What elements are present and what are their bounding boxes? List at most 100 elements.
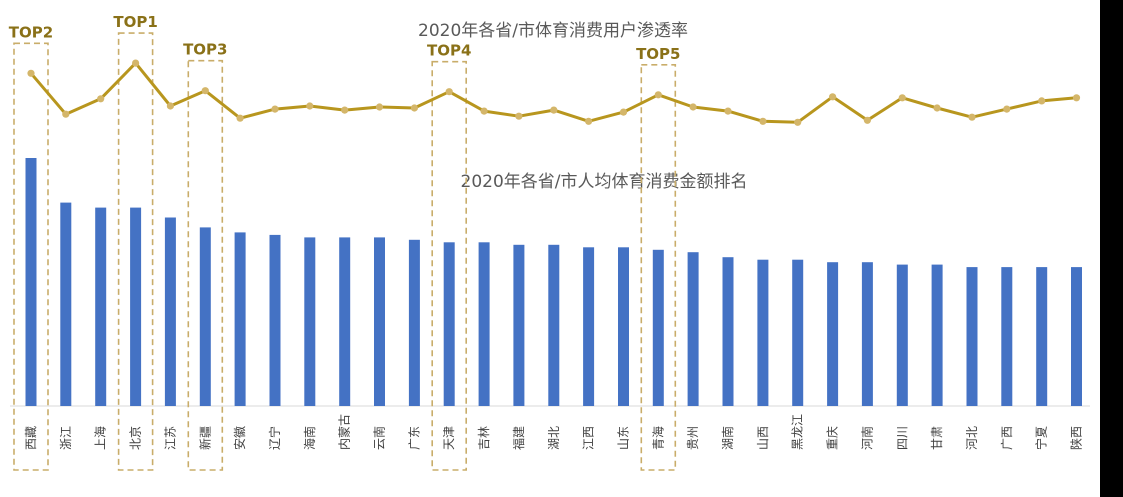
category-label: 四川 bbox=[895, 426, 909, 450]
bar-安徽 bbox=[234, 232, 246, 406]
bar-云南 bbox=[374, 237, 385, 406]
line-point-重庆 bbox=[829, 93, 837, 101]
line-point-云南 bbox=[375, 103, 384, 111]
category-label: 吉林 bbox=[477, 426, 491, 450]
highlight-box-top4 bbox=[431, 60, 468, 471]
category-label: 湖南 bbox=[720, 426, 735, 450]
category-label: 新疆 bbox=[197, 426, 212, 450]
line-point-北京 bbox=[132, 59, 140, 67]
bar-上海 bbox=[95, 207, 107, 406]
line-point-内蒙古 bbox=[341, 106, 349, 114]
line-point-海南 bbox=[306, 102, 314, 110]
line-point-天津 bbox=[445, 88, 453, 96]
line-point-湖北 bbox=[550, 106, 558, 114]
category-label: 宁夏 bbox=[1034, 426, 1049, 450]
highlight-boxes bbox=[13, 32, 677, 471]
line-chart-title: 2020年各省/市体育消费用户渗透率 bbox=[418, 21, 688, 41]
bar-重庆 bbox=[827, 262, 839, 406]
line-point-江苏 bbox=[166, 102, 174, 110]
line-point-甘肃 bbox=[933, 104, 941, 112]
category-label: 青海 bbox=[650, 426, 665, 450]
category-label: 广东 bbox=[407, 426, 421, 450]
line-point-青海 bbox=[654, 91, 662, 99]
category-label: 云南 bbox=[372, 426, 387, 450]
bar-海南 bbox=[304, 237, 316, 406]
top-label-top3: TOP3 bbox=[183, 41, 227, 59]
bar-福建 bbox=[513, 244, 525, 406]
category-label: 湖北 bbox=[546, 426, 561, 450]
line-point-广西 bbox=[1003, 105, 1011, 113]
highlight-box-top3 bbox=[187, 59, 224, 471]
line-point-江西 bbox=[585, 117, 593, 125]
bar-chart-title: 2020年各省/市人均体育消费金额排名 bbox=[461, 172, 748, 192]
top-label-top2: TOP2 bbox=[9, 23, 53, 41]
category-label: 西藏 bbox=[24, 426, 38, 450]
line-point-山西 bbox=[759, 117, 767, 125]
category-label: 浙江 bbox=[59, 426, 73, 450]
highlight-box-top5 bbox=[640, 64, 677, 471]
highlight-box-top1 bbox=[117, 32, 154, 471]
bar-西藏 bbox=[25, 158, 37, 406]
line-point-河南 bbox=[863, 116, 872, 124]
line-point-新疆 bbox=[201, 87, 209, 95]
bar-河北 bbox=[966, 267, 978, 406]
bar-江苏 bbox=[164, 217, 176, 406]
category-label: 辽宁 bbox=[267, 426, 282, 450]
bar-甘肃 bbox=[931, 264, 943, 406]
bar-四川 bbox=[896, 264, 908, 406]
category-label: 甘肃 bbox=[930, 426, 944, 450]
top-label-top1: TOP1 bbox=[113, 13, 157, 31]
top-label-top5: TOP5 bbox=[636, 45, 680, 63]
line-point-安徽 bbox=[236, 114, 244, 122]
bar-广东 bbox=[408, 239, 420, 406]
line-point-吉林 bbox=[480, 107, 488, 115]
line-point-湖南 bbox=[724, 107, 732, 115]
line-point-山东 bbox=[619, 108, 628, 116]
bar-青海 bbox=[652, 249, 664, 406]
line-point-广东 bbox=[410, 104, 418, 112]
category-label: 陕西 bbox=[1069, 426, 1084, 450]
category-label: 海南 bbox=[302, 426, 317, 450]
bar-series bbox=[25, 158, 1082, 406]
category-label: 内蒙古 bbox=[337, 414, 352, 450]
bar-陕西 bbox=[1071, 267, 1082, 406]
category-label: 福建 bbox=[511, 426, 526, 450]
category-label: 山东 bbox=[617, 426, 631, 450]
bar-广西 bbox=[1001, 267, 1013, 406]
category-label: 山西 bbox=[756, 426, 770, 450]
bar-新疆 bbox=[199, 227, 211, 406]
category-label: 安徽 bbox=[232, 426, 247, 450]
bar-天津 bbox=[443, 242, 455, 406]
bar-浙江 bbox=[60, 202, 72, 406]
category-label: 江苏 bbox=[163, 426, 177, 450]
category-label: 河北 bbox=[965, 426, 979, 450]
category-label: 上海 bbox=[93, 426, 108, 450]
bar-贵州 bbox=[687, 252, 699, 406]
line-point-贵州 bbox=[689, 103, 697, 111]
category-label: 黑龙江 bbox=[791, 414, 805, 450]
line-point-四川 bbox=[898, 94, 906, 102]
bar-黑龙江 bbox=[792, 259, 804, 406]
category-labels: 西藏 浙江 上海 北京 江苏 新疆 安徽 辽宁 海南 内蒙古 云南 广东 天津 吉林 福建 湖北 江西 山东 青海贵… bbox=[24, 414, 1084, 450]
line-point-上海 bbox=[97, 95, 105, 103]
line-point-陕西 bbox=[1072, 94, 1081, 102]
bar-湖南 bbox=[722, 257, 734, 406]
line-point-浙江 bbox=[62, 110, 70, 118]
line-point-河北 bbox=[968, 113, 976, 121]
line-series bbox=[27, 59, 1081, 126]
line-point-福建 bbox=[515, 112, 523, 120]
bar-内蒙古 bbox=[339, 237, 351, 406]
line-point-辽宁 bbox=[271, 105, 279, 113]
top-label-top4: TOP4 bbox=[427, 42, 471, 60]
category-label: 天津 bbox=[442, 426, 456, 450]
bar-北京 bbox=[130, 207, 142, 406]
bar-湖北 bbox=[548, 244, 560, 406]
category-label: 江西 bbox=[582, 426, 596, 450]
bar-河南 bbox=[861, 262, 873, 406]
category-label: 广西 bbox=[1000, 426, 1014, 450]
line-point-西藏 bbox=[27, 69, 35, 77]
bar-宁夏 bbox=[1036, 267, 1048, 406]
category-label: 北京 bbox=[129, 426, 143, 450]
